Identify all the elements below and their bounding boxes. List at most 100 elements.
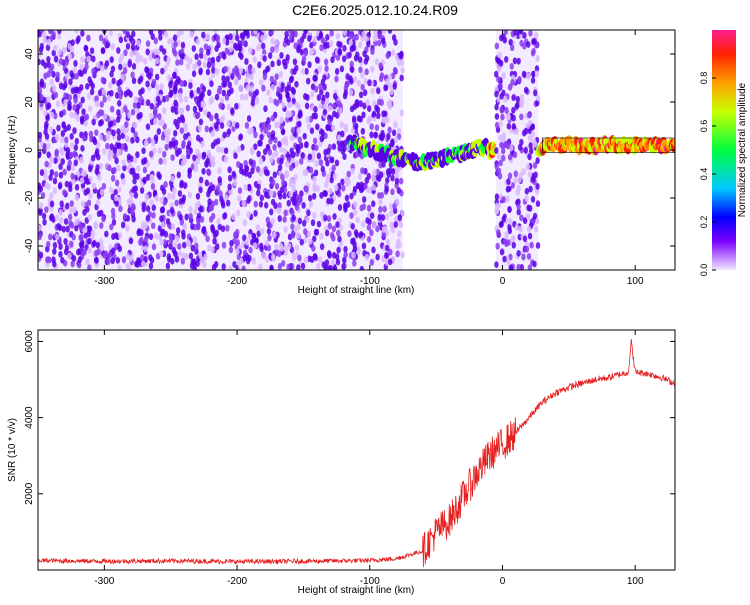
- noise-cell: [360, 83, 365, 91]
- noise-cell: [317, 65, 322, 73]
- noise-cell: [116, 47, 121, 54]
- noise-cell: [340, 178, 345, 186]
- noise-cell: [40, 192, 46, 199]
- noise-cell: [268, 96, 273, 104]
- noise-cell: [515, 95, 520, 103]
- noise-cell: [245, 72, 250, 80]
- noise-cell: [133, 191, 139, 199]
- noise-cell: [285, 54, 290, 61]
- noise-cell: [224, 194, 229, 202]
- noise-cell: [253, 209, 258, 217]
- noise-cell: [52, 241, 58, 249]
- noise-cell: [61, 225, 66, 233]
- noise-cell: [63, 218, 69, 225]
- noise-cell: [367, 186, 372, 194]
- noise-cell: [279, 51, 284, 59]
- noise-cell: [274, 38, 280, 46]
- noise-cell: [328, 40, 334, 48]
- tone-band-outline: [541, 137, 675, 153]
- noise-cell: [88, 192, 93, 200]
- noise-cell: [271, 254, 276, 262]
- noise-cell: [198, 68, 203, 76]
- noise-cell: [253, 131, 258, 139]
- noise-cell: [327, 104, 333, 112]
- noise-cell: [203, 253, 208, 261]
- noise-cell: [67, 213, 73, 221]
- noise-cell: [58, 208, 64, 216]
- noise-cell: [208, 204, 214, 212]
- noise-cell: [221, 241, 227, 249]
- noise-cell: [69, 132, 74, 140]
- noise-cell: [210, 56, 216, 64]
- noise-cell: [109, 105, 115, 113]
- noise-cell: [99, 118, 104, 126]
- noise-cell: [364, 253, 370, 261]
- noise-cell: [247, 184, 252, 192]
- noise-cell: [176, 227, 181, 234]
- noise-cell: [399, 109, 404, 117]
- noise-cell: [128, 34, 134, 42]
- noise-cell: [312, 211, 317, 219]
- noise-cell: [234, 102, 239, 110]
- noise-cell: [222, 80, 228, 88]
- noise-cell: [219, 122, 225, 129]
- noise-cell: [279, 157, 284, 165]
- noise-cell: [244, 165, 250, 173]
- noise-cell: [364, 68, 369, 76]
- noise-cell: [508, 264, 514, 270]
- noise-cell: [43, 109, 48, 117]
- noise-cell: [186, 140, 192, 148]
- noise-cell: [110, 193, 115, 201]
- noise-cell: [42, 37, 48, 44]
- noise-cell: [287, 242, 292, 250]
- noise-cell: [142, 176, 147, 184]
- noise-cell: [59, 146, 64, 154]
- noise-cell: [395, 242, 400, 250]
- noise-cell: [501, 72, 506, 80]
- noise-cell: [64, 180, 70, 188]
- noise-cell: [378, 205, 383, 213]
- noise-cell: [167, 192, 172, 200]
- noise-cell: [314, 144, 319, 152]
- noise-cell: [521, 168, 526, 175]
- noise-cell: [82, 169, 88, 177]
- noise-cell: [56, 156, 62, 163]
- noise-cell: [377, 32, 382, 40]
- noise-cell: [210, 96, 215, 103]
- noise-cell: [239, 53, 244, 61]
- noise-cell: [228, 265, 233, 270]
- noise-cell: [60, 130, 66, 137]
- noise-cell: [49, 78, 54, 86]
- noise-cell: [532, 162, 538, 169]
- noise-cell: [72, 127, 77, 135]
- noise-cell: [56, 32, 62, 40]
- page-title: C2E6.2025.012.10.24.R09: [292, 2, 458, 18]
- noise-cell: [263, 191, 269, 199]
- noise-cell: [232, 42, 238, 50]
- noise-cell: [205, 235, 210, 243]
- noise-cell: [196, 217, 201, 225]
- spectrogram-y-tick-label: 40: [24, 48, 35, 60]
- noise-cell: [314, 56, 320, 64]
- noise-cell: [507, 83, 513, 91]
- noise-cell: [98, 162, 104, 170]
- noise-cell: [213, 139, 218, 146]
- noise-cell: [257, 61, 262, 69]
- noise-cell: [61, 46, 67, 54]
- snr-y-tick-label: 4000: [24, 406, 35, 429]
- noise-cell: [367, 79, 372, 87]
- noise-cell: [183, 95, 189, 103]
- noise-cell: [307, 238, 313, 245]
- noise-cell: [266, 227, 272, 235]
- noise-cell: [400, 209, 405, 217]
- noise-cell: [497, 172, 503, 180]
- noise-cell: [81, 108, 86, 116]
- noise-cell: [393, 121, 398, 129]
- noise-cell: [510, 236, 516, 244]
- noise-cell: [235, 228, 240, 236]
- noise-cell: [159, 250, 164, 258]
- noise-cell: [310, 90, 315, 98]
- noise-cell: [158, 33, 163, 41]
- noise-cell: [494, 42, 500, 50]
- noise-cell: [249, 146, 255, 154]
